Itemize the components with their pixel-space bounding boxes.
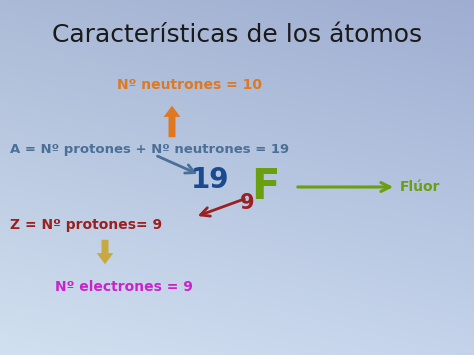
Text: Nº neutrones = 10: Nº neutrones = 10 bbox=[118, 78, 263, 92]
Text: A = Nº protones + Nº neutrones = 19: A = Nº protones + Nº neutrones = 19 bbox=[10, 143, 289, 157]
Text: 9: 9 bbox=[240, 193, 255, 213]
Text: F: F bbox=[251, 166, 279, 208]
Text: Flúor: Flúor bbox=[400, 180, 440, 194]
Text: Nº electrones = 9: Nº electrones = 9 bbox=[55, 280, 193, 294]
Text: 19: 19 bbox=[191, 166, 229, 194]
Text: Características de los átomos: Características de los átomos bbox=[52, 23, 422, 47]
Text: Z = Nº protones= 9: Z = Nº protones= 9 bbox=[10, 218, 162, 232]
